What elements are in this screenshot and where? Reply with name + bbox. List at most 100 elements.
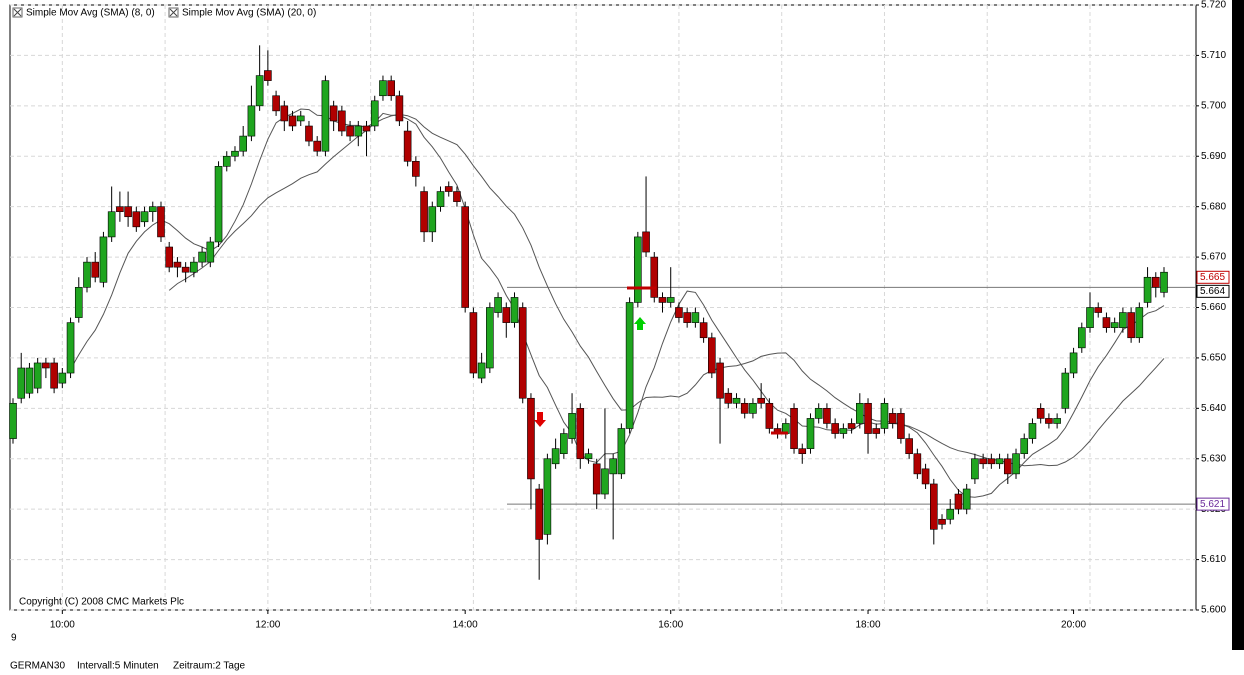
candle-body — [576, 408, 585, 460]
candle-body — [222, 155, 231, 167]
legend-label: Simple Mov Avg (SMA) (8, 0) — [26, 8, 155, 19]
candle-body — [346, 125, 354, 137]
candle-body — [420, 191, 428, 233]
candle-body — [987, 458, 996, 465]
y-tick-label: 5.660 — [1201, 302, 1226, 313]
candle-body — [214, 166, 223, 243]
legend: Simple Mov Avg (SMA) (8, 0) Simple Mov A… — [12, 7, 316, 19]
candle-body — [823, 408, 831, 424]
candle-body — [140, 211, 149, 223]
candle-body — [691, 312, 700, 323]
candle-body — [107, 211, 116, 238]
price-label: 5.665 — [1200, 272, 1225, 283]
candle-body — [148, 206, 157, 213]
candle-body — [124, 206, 132, 218]
candle-body — [814, 408, 823, 419]
candle-body — [99, 236, 108, 283]
candle-body — [1077, 327, 1086, 349]
candle-body — [387, 80, 395, 97]
candle-body — [198, 251, 206, 263]
candle-body — [17, 367, 26, 399]
candle-body — [921, 468, 930, 485]
y-tick-label: 5.650 — [1201, 353, 1226, 364]
candle-body — [518, 307, 527, 399]
candle-body — [584, 453, 593, 460]
candle-body — [428, 206, 437, 233]
y-tick-label: 5.640 — [1201, 403, 1226, 414]
candle-body — [403, 130, 412, 162]
candle-body — [634, 236, 642, 303]
candle-body — [206, 241, 215, 263]
candle-body — [1151, 276, 1160, 288]
candle-body — [157, 206, 165, 238]
candle-body — [971, 458, 979, 480]
x-tick-label: 10:00 — [50, 620, 75, 631]
candle-body — [749, 402, 757, 414]
candle-body — [551, 448, 560, 465]
candle-body — [560, 433, 568, 455]
candle-body — [642, 231, 650, 253]
right-strip — [1232, 0, 1244, 650]
candle-body — [338, 110, 346, 132]
candle-body — [1061, 372, 1070, 409]
candle-body — [477, 362, 486, 379]
candle-body — [790, 408, 798, 449]
x-tick-label: 18:00 — [856, 620, 881, 631]
buy-arrow — [634, 317, 646, 330]
candle-body — [806, 418, 815, 449]
candle-body — [905, 438, 913, 455]
candle-body — [1127, 312, 1135, 339]
price-label: 5.664 — [1200, 286, 1225, 297]
candle-body — [354, 125, 363, 137]
sell-arrow — [534, 412, 546, 427]
y-tick-label: 5.670 — [1201, 252, 1226, 263]
x-tick-label: 12:00 — [255, 620, 280, 631]
candle-body — [683, 312, 691, 323]
candle-body — [864, 402, 872, 434]
candle-body — [675, 307, 683, 318]
candle-body — [239, 135, 247, 152]
candle-body — [880, 402, 889, 429]
candle-body — [740, 402, 749, 414]
candle-body — [535, 488, 543, 540]
candle-body — [716, 362, 724, 399]
y-tick-label: 5.600 — [1201, 605, 1226, 616]
footer-symbol: GERMAN30 — [10, 661, 65, 672]
y-tick-label: 5.710 — [1201, 50, 1226, 61]
candle-body — [74, 287, 83, 318]
candle-body — [321, 80, 330, 152]
candle-body — [666, 297, 675, 303]
y-tick-label: 5.630 — [1201, 453, 1226, 464]
candle-body — [173, 261, 182, 268]
candle-body — [798, 448, 807, 455]
candle-body — [1102, 317, 1111, 328]
candle-body — [1135, 307, 1144, 339]
candle-body — [190, 261, 198, 273]
candle-body — [617, 428, 626, 475]
candle-body — [50, 362, 58, 389]
candle-body — [272, 95, 280, 112]
candle-body — [650, 256, 659, 298]
candle-body — [946, 508, 955, 520]
y-tick-label: 5.680 — [1201, 201, 1226, 212]
candle-body — [255, 75, 264, 107]
candle-body — [231, 150, 239, 157]
candle-body — [280, 105, 289, 122]
footer-interval: Intervall:5 Minuten — [77, 661, 159, 672]
y-tick-label: 5.690 — [1201, 151, 1226, 162]
candle-body — [888, 413, 897, 424]
candle-body — [329, 105, 338, 122]
price-label: 5.621 — [1200, 499, 1225, 510]
candle-body — [601, 468, 609, 495]
candle-body — [543, 458, 552, 535]
candle-body — [1094, 307, 1103, 313]
candle-body — [510, 297, 519, 323]
candle-body — [1069, 352, 1078, 374]
candle-body — [9, 402, 17, 439]
candle-body — [913, 453, 922, 475]
candle-body — [1086, 307, 1094, 328]
price-label-box — [1196, 270, 1230, 284]
candle-body — [247, 105, 256, 137]
candle-body — [839, 428, 848, 434]
